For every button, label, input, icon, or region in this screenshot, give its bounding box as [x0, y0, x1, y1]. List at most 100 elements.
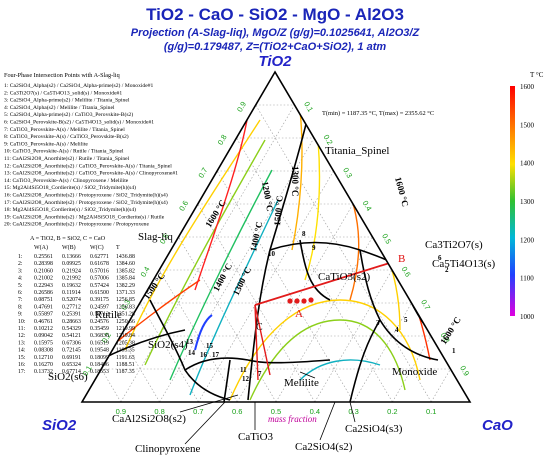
phase-boundaries — [94, 99, 446, 402]
table-cell: 1205.38 — [116, 340, 135, 346]
invariant-number: 14 — [188, 349, 196, 357]
invariant-number: 6 — [438, 254, 442, 262]
label-melilite: Melilite — [284, 377, 319, 389]
table-cell: 0.61500 — [90, 290, 109, 296]
point-marker — [301, 298, 307, 304]
point-label-a: A — [295, 308, 303, 320]
diagram-subtitle-line2: (g/g)=0.179487, Z=(TiO2+CaO+SiO2), 1 atm — [164, 41, 387, 53]
table-cell: 0.39175 — [90, 297, 109, 303]
invariant-number: 10 — [268, 250, 276, 258]
isotherm-label: 1400 °C — [248, 221, 264, 253]
isotherm-curve — [249, 319, 406, 401]
boundary-black — [299, 239, 331, 301]
label-ca2sio4-s3: Ca2SiO4(s3) — [345, 423, 403, 435]
phase-list-item: 16: CaAl2Si2O8_Anorthite(s2) / Protopyro… — [4, 192, 168, 199]
table-cell: 0.25561 — [34, 254, 53, 260]
table-cell: 0.24576 — [90, 319, 109, 325]
table-row-index: 4: — [18, 276, 23, 282]
invariant-number: 7 — [258, 370, 262, 378]
temperature-colorbar: T °C 1600 1500 1400 1300 1200 1100 1000 — [510, 71, 544, 321]
label-rutile: Rutile — [95, 309, 122, 321]
phase-list-item: 12: CaAl2Si2O8_Anorthite(s2) / CaTiO3_Pe… — [4, 162, 172, 169]
label-ca2sio4-s2: Ca2SiO4(s2) — [295, 441, 353, 453]
table-cell: 0.18553 — [90, 369, 109, 375]
table-cell: 0.36838 — [90, 333, 109, 339]
phase-list-item: 18: Mg2Al4Si5O18_Cordierite(s) / SiO2_Tr… — [4, 206, 136, 213]
phase-list-item: 20: CaAl2Si2O8_Anorthite(s2) / Protopyro… — [4, 221, 149, 228]
table-cell: 1193.35 — [116, 348, 135, 354]
table-cell: 0.16519 — [90, 340, 109, 346]
label-monoxide: Monoxide — [392, 366, 437, 378]
invariant-number: 2 — [445, 266, 449, 274]
tmin-tmax-text: T(min) = 1187.35 °C, T(max) = 2355.62 °C — [322, 110, 434, 117]
table-cell: 0.13666 — [62, 254, 81, 260]
label-caal2si2o8: CaAl2Si2O8(s2) — [112, 413, 186, 425]
table-cell: 1436.88 — [116, 254, 135, 260]
table-cell: 0.18099 — [90, 355, 109, 361]
grid-line — [178, 236, 277, 402]
table-cell: 0.21060 — [34, 268, 53, 274]
grid-line — [158, 269, 238, 402]
tick-label-bottom: 0.4 — [310, 407, 320, 416]
table-cell: 0.27712 — [62, 304, 81, 310]
table-cell: 0.24597 — [90, 304, 109, 310]
table-cell: 0.54329 — [62, 326, 81, 332]
tick-label-left: 0.7 — [196, 166, 209, 180]
composition-triangle — [80, 70, 472, 403]
tick-label-right: 0.9 — [458, 364, 471, 378]
leader-lines — [179, 371, 356, 445]
point-marker — [287, 298, 293, 304]
grid-line — [216, 170, 354, 402]
tick-label-bottom: 0.7 — [193, 407, 203, 416]
table-cell: 0.08751 — [34, 297, 53, 303]
table-row-index: 3: — [18, 268, 23, 274]
table-row-index: 12: — [18, 333, 26, 339]
isotherm-curve — [194, 314, 213, 351]
table-row-index: 7: — [18, 297, 23, 303]
isotherm-label: 1500 °C — [272, 195, 285, 226]
isotherm-curve — [379, 229, 431, 361]
invariant-number: 13 — [186, 338, 194, 346]
table-cell: 0.46761 — [34, 319, 53, 325]
grid-line — [392, 335, 432, 402]
isotherm-label: 1600 °C — [438, 315, 463, 346]
table-row-index: 10: — [18, 319, 26, 325]
table-cell: 0.12710 — [34, 355, 53, 361]
table-cell: 1256.83 — [116, 304, 135, 310]
phase-list-title: Four-Phase Intersection Points with A-Sl… — [4, 72, 120, 79]
table-cell: 1385.84 — [116, 276, 135, 282]
table-cell: 0.61678 — [90, 261, 109, 267]
phase-list-item: 8: CaTiO3_Perovskite-A(s) / CaTiO3_Perov… — [4, 133, 129, 140]
label-catio3: CaTiO3 — [238, 431, 274, 443]
isotherm-curve — [359, 199, 401, 331]
grid-line — [236, 137, 393, 402]
table-cell: 0.21002 — [34, 276, 53, 282]
phase-point-list: Four-Phase Intersection Points with A-Sl… — [4, 72, 178, 228]
colorbar-title: T °C — [530, 71, 544, 79]
colorbar-tick: 1300 — [520, 198, 535, 206]
composition-points: A B C — [256, 253, 405, 333]
label-sio2-s4: SiO2(s4) — [148, 339, 188, 351]
boundary-black — [349, 319, 381, 402]
tick-label-left: 0.8 — [216, 133, 229, 147]
table-cell: 0.55897 — [34, 312, 53, 318]
table-cell: 0.69191 — [62, 355, 81, 361]
phase-list-item: 11: CaAl2Si2O8_Anorthite(s2) / Rutile / … — [4, 155, 130, 162]
label-catio3-s2: CaTiO3(s2) — [318, 271, 370, 283]
tick-label-bottom: 0.2 — [387, 407, 397, 416]
table-row-index: 9: — [18, 312, 23, 318]
table-cell: 1251.28 — [116, 312, 135, 318]
invariant-number: 9 — [312, 244, 316, 252]
table-cell: 0.22943 — [34, 283, 53, 289]
corner-label-sio2: SiO2 — [42, 417, 77, 434]
isotherm-curve — [169, 169, 273, 381]
colorbar-tick: 1600 — [520, 83, 535, 91]
table-cell: 0.09042 — [34, 333, 53, 339]
tick-label-bottom: 0.5 — [271, 407, 281, 416]
tick-label-right: 0.6 — [400, 265, 413, 279]
table-cell: 1219.99 — [116, 326, 135, 332]
isotherm-curve — [291, 109, 303, 251]
table-row-index: 8: — [18, 304, 23, 310]
table-row-index: 16: — [18, 362, 26, 368]
table-cell: 1188.51 — [116, 362, 135, 368]
